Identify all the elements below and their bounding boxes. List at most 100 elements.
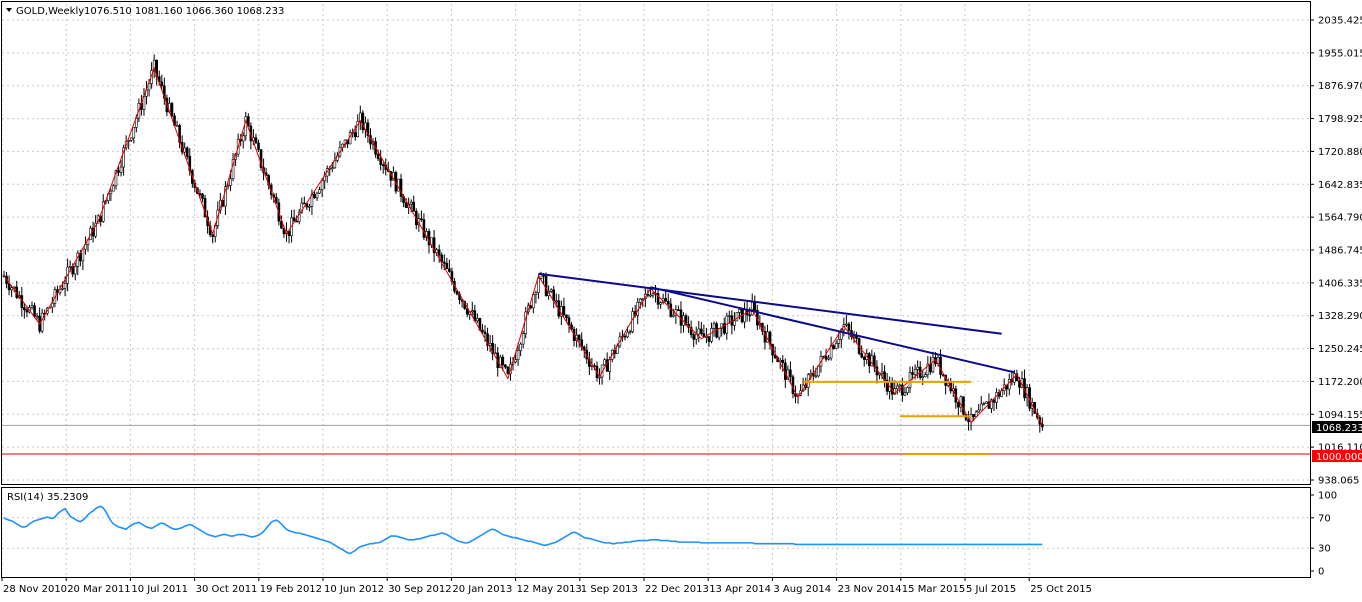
candle-body — [603, 359, 606, 366]
candle — [666, 293, 670, 310]
candle-body — [109, 190, 113, 195]
candle-body — [94, 222, 97, 237]
candle-body — [789, 369, 792, 378]
candle-body — [7, 283, 11, 291]
candle-body — [376, 154, 380, 160]
candle-body — [420, 218, 423, 220]
candle-body — [707, 336, 711, 342]
candle-body — [432, 237, 436, 254]
candle-body — [399, 178, 403, 197]
candle — [789, 361, 792, 384]
candle — [898, 383, 902, 393]
candle — [320, 177, 324, 198]
candle-layer — [2, 54, 1044, 433]
candle-body — [649, 294, 652, 297]
candle — [534, 290, 538, 304]
candle-body — [827, 357, 830, 360]
candle-body — [201, 193, 204, 199]
time-tick-label: 28 Nov 2010 — [3, 584, 67, 595]
candle — [160, 74, 164, 91]
candle-body — [921, 376, 925, 379]
candle — [806, 372, 810, 397]
candle-body — [437, 249, 441, 256]
candle — [122, 144, 125, 176]
candle — [470, 301, 474, 316]
candle-body — [733, 320, 736, 326]
price-tick-label: 1094.155 — [1318, 410, 1362, 421]
candle-body — [33, 305, 36, 317]
candle-body — [488, 342, 492, 346]
candle — [30, 301, 34, 310]
candle — [257, 139, 260, 152]
current-price-badge: 1068.233 — [1312, 421, 1362, 434]
time-tick-label: 19 Feb 2012 — [260, 584, 322, 595]
candle-body — [491, 342, 494, 354]
candle-body — [631, 311, 634, 332]
candle-body — [224, 186, 227, 207]
candle — [702, 324, 706, 338]
dropdown-triangle-icon[interactable] — [6, 8, 12, 12]
candle-body — [992, 399, 996, 403]
candle — [361, 110, 365, 134]
candle — [730, 310, 734, 335]
candle — [465, 303, 469, 318]
candle — [562, 297, 566, 317]
candle — [38, 307, 41, 334]
candle-body — [750, 302, 754, 316]
candle — [977, 403, 981, 413]
candle — [651, 291, 655, 299]
candle-body — [931, 357, 935, 373]
candle-body — [837, 339, 841, 344]
time-tick-label: 20 Mar 2011 — [67, 584, 130, 595]
candle — [412, 195, 416, 212]
candle-body — [483, 331, 487, 335]
candle-body — [923, 374, 927, 378]
candle — [514, 352, 517, 364]
candle — [557, 294, 561, 319]
candle — [254, 133, 258, 144]
candle-body — [608, 359, 612, 372]
candle — [565, 314, 568, 321]
candle — [1038, 415, 1042, 433]
candle — [178, 123, 181, 149]
price-tick-label: 1876.970 — [1318, 81, 1362, 92]
candle-body — [903, 392, 907, 396]
candle — [768, 330, 772, 350]
candle — [867, 351, 871, 374]
candle-body — [275, 197, 278, 204]
level-layer — [2, 424, 1310, 455]
candle — [25, 305, 29, 318]
candle-body — [303, 202, 306, 205]
candle-body — [672, 314, 675, 317]
candle-body — [544, 276, 548, 296]
candle-body — [320, 180, 324, 191]
candle-body — [926, 363, 930, 375]
price-tick-label: 1720.880 — [1318, 147, 1362, 158]
candle — [672, 308, 675, 318]
candle-body — [35, 315, 39, 318]
candle — [873, 352, 876, 373]
candle — [832, 344, 835, 350]
candle-body — [666, 300, 670, 305]
candle-body — [292, 217, 296, 222]
candle-body — [476, 318, 479, 322]
candle — [544, 272, 548, 297]
candle-body — [722, 323, 726, 334]
candle — [51, 296, 54, 314]
candle — [537, 274, 540, 299]
candle — [923, 371, 927, 378]
candle-body — [10, 287, 13, 291]
candle — [259, 149, 263, 171]
candle — [1041, 417, 1044, 431]
candle — [504, 364, 507, 370]
candle — [1007, 373, 1011, 396]
candle-body — [809, 372, 813, 376]
candle-body — [442, 261, 446, 264]
candle-body — [448, 268, 451, 272]
candle-body — [308, 205, 311, 208]
candle-body — [23, 307, 26, 311]
candle — [728, 310, 731, 324]
candle-body — [366, 122, 370, 136]
candle-body — [534, 292, 538, 296]
